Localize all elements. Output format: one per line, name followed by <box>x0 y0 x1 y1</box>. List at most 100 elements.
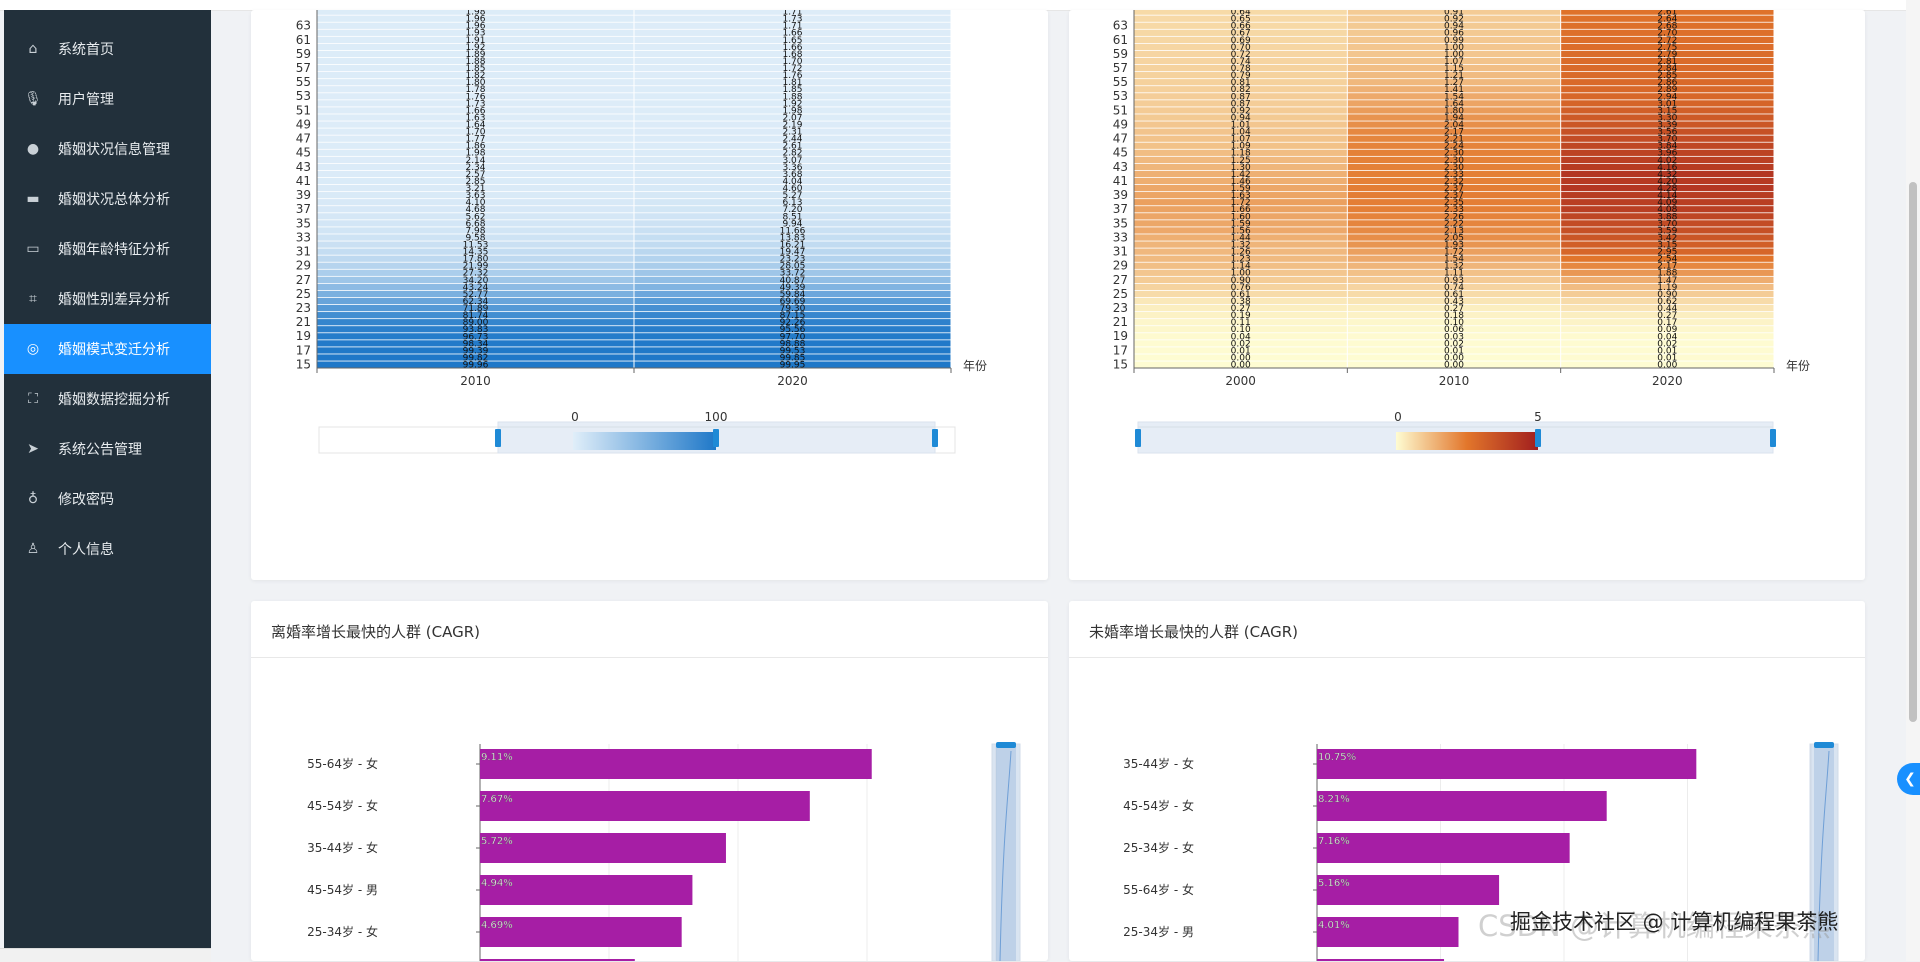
heatmap-cell[interactable] <box>634 248 951 255</box>
heatmap-cell[interactable] <box>634 354 951 361</box>
heatmap-cell[interactable] <box>634 347 951 354</box>
heatmap-cell[interactable] <box>1561 22 1774 29</box>
heatmap-cell[interactable] <box>317 333 634 340</box>
heatmap-cell[interactable] <box>634 121 951 128</box>
vertical-datazoom[interactable] <box>1809 743 1839 961</box>
heatmap-cell[interactable] <box>1134 354 1347 361</box>
heatmap-cell[interactable] <box>634 269 951 276</box>
heatmap-cell[interactable] <box>1347 170 1561 178</box>
heatmap-cell[interactable] <box>1561 121 1774 128</box>
heatmap-cell[interactable] <box>634 177 951 185</box>
heatmap-cell[interactable] <box>1347 276 1561 283</box>
heatmap-cell[interactable] <box>1134 107 1347 114</box>
heatmap-cell[interactable] <box>1347 184 1561 192</box>
heatmap-cell[interactable] <box>634 262 951 269</box>
heatmap-cell[interactable] <box>1561 86 1774 93</box>
heatmap-cell[interactable] <box>634 93 951 100</box>
heatmap-cell[interactable] <box>1347 107 1561 114</box>
heatmap-cell[interactable] <box>1347 100 1561 107</box>
heatmap-cell[interactable] <box>634 333 951 340</box>
heatmap-cell[interactable] <box>317 86 634 93</box>
heatmap-cell[interactable] <box>634 304 951 312</box>
datazoom-window[interactable] <box>996 744 1016 961</box>
heatmap-cell[interactable] <box>634 10 951 15</box>
heatmap-cell[interactable] <box>317 57 634 65</box>
heatmap-cell[interactable] <box>634 57 951 65</box>
heatmap-cell[interactable] <box>1347 163 1561 171</box>
heatmap-cell[interactable] <box>1134 15 1347 22</box>
heatmap-cell[interactable] <box>317 135 634 142</box>
heatmap-cell[interactable] <box>1347 22 1561 29</box>
heatmap-cell[interactable] <box>634 64 951 72</box>
heatmap-cell[interactable] <box>1561 192 1774 199</box>
heatmap-cell[interactable] <box>317 347 634 354</box>
heatmap-cell[interactable] <box>1134 347 1347 354</box>
heatmap-cell[interactable] <box>634 220 951 227</box>
heatmap-cell[interactable] <box>1561 312 1774 319</box>
heatmap-cell[interactable] <box>317 220 634 227</box>
heatmap-cell[interactable] <box>1561 340 1774 347</box>
heatmap-cell[interactable] <box>1347 64 1561 72</box>
heatmap-cell[interactable] <box>1347 36 1561 43</box>
heatmap-cell[interactable] <box>1134 10 1347 15</box>
heatmap-cell[interactable] <box>1134 177 1347 185</box>
heatmap-cell[interactable] <box>1561 276 1774 283</box>
heatmap-cell[interactable] <box>317 276 634 283</box>
heatmap-cell[interactable] <box>317 213 634 220</box>
heatmap-cell[interactable] <box>317 128 634 135</box>
heatmap-cell[interactable] <box>634 326 951 333</box>
bar[interactable] <box>480 749 872 779</box>
bar[interactable] <box>1317 875 1500 905</box>
slider-handle[interactable] <box>996 742 1016 748</box>
heatmap-cell[interactable] <box>1347 340 1561 347</box>
heatmap-cell[interactable] <box>1561 255 1774 262</box>
heatmap-cell[interactable] <box>1134 283 1347 291</box>
heatmap-cell[interactable] <box>1561 333 1774 340</box>
heatmap-cell[interactable] <box>1347 149 1561 156</box>
page-vertical-scrollbar[interactable] <box>1906 0 1920 961</box>
heatmap-cell[interactable] <box>1561 170 1774 178</box>
heatmap-cell[interactable] <box>1561 72 1774 79</box>
scrollbar-thumb[interactable] <box>1909 182 1917 722</box>
heatmap-cell[interactable] <box>634 192 951 199</box>
heatmap-cell[interactable] <box>1561 304 1774 312</box>
heatmap-cell[interactable] <box>317 100 634 107</box>
heatmap-cell[interactable] <box>1561 36 1774 43</box>
heatmap-cell[interactable] <box>1134 86 1347 93</box>
heatmap-cell[interactable] <box>317 50 634 58</box>
heatmap-cell[interactable] <box>634 36 951 43</box>
heatmap-cell[interactable] <box>634 142 951 149</box>
heatmap-cell[interactable] <box>317 340 634 347</box>
sidebar-item-10[interactable]: ♙ 个人信息 <box>4 524 211 574</box>
heatmap-cell[interactable] <box>317 354 634 361</box>
heatmap-cell[interactable] <box>1134 43 1347 51</box>
heatmap-cell[interactable] <box>1347 128 1561 135</box>
bar[interactable] <box>480 875 693 905</box>
heatmap-cell[interactable] <box>1347 319 1561 326</box>
heatmap-cell[interactable] <box>634 50 951 58</box>
heatmap-cell[interactable] <box>634 170 951 178</box>
heatmap-cell[interactable] <box>634 255 951 262</box>
heatmap-cell[interactable] <box>1134 319 1347 326</box>
heatmap-cell[interactable] <box>1347 156 1561 163</box>
bar[interactable] <box>480 791 810 821</box>
heatmap-cell[interactable] <box>1347 86 1561 93</box>
heatmap-cell[interactable] <box>317 10 634 15</box>
heatmap-cell[interactable] <box>1347 255 1561 262</box>
heatmap-cell[interactable] <box>317 121 634 128</box>
heatmap-cell[interactable] <box>317 114 634 121</box>
heatmap-cell[interactable] <box>1134 340 1347 347</box>
slider-handle[interactable] <box>495 429 501 447</box>
heatmap-cell[interactable] <box>317 304 634 312</box>
heatmap-cell[interactable] <box>1561 135 1774 142</box>
heatmap-cell[interactable] <box>1347 121 1561 128</box>
heatmap-cell[interactable] <box>317 156 634 163</box>
heatmap-cell[interactable] <box>317 177 634 185</box>
heatmap-cell[interactable] <box>317 297 634 305</box>
heatmap-cell[interactable] <box>1347 93 1561 100</box>
heatmap-cell[interactable] <box>634 43 951 51</box>
heatmap-cell[interactable] <box>317 107 634 114</box>
heatmap-cell[interactable] <box>317 15 634 22</box>
heatmap-cell[interactable] <box>1347 333 1561 340</box>
heatmap-cell[interactable] <box>1347 135 1561 142</box>
